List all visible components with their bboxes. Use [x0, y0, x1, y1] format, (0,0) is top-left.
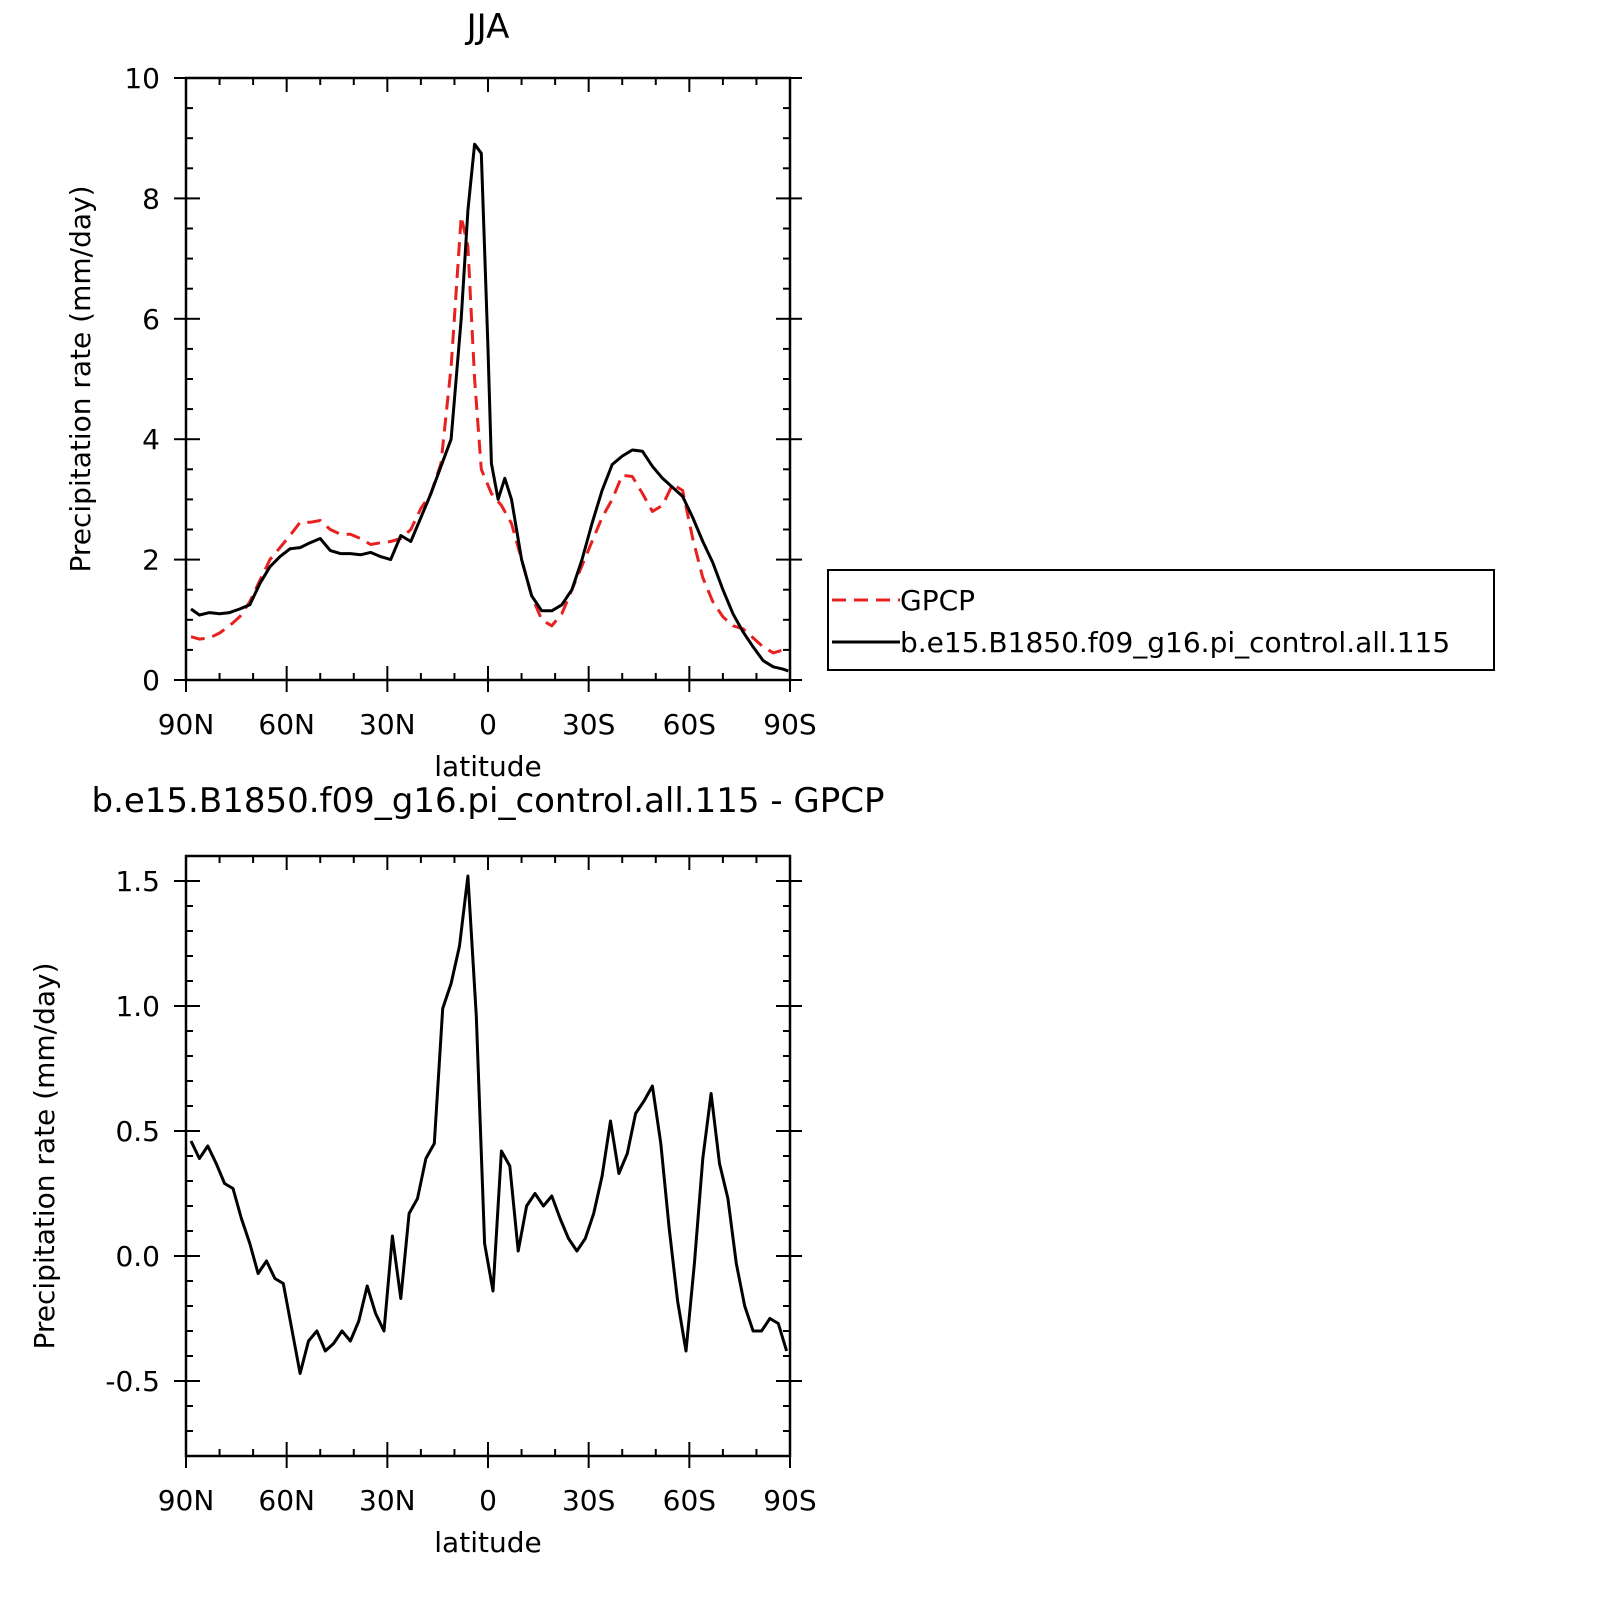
y-tick-label: 6 [142, 303, 160, 336]
panel-bottom-y-axis-label: Precipitation rate (mm/day) [28, 962, 61, 1349]
panel-bottom-ticks [174, 855, 802, 1468]
legend: GPCP b.e15.B1850.f09_g16.pi_control.all.… [827, 569, 1495, 671]
y-tick-label: 1.5 [115, 865, 160, 898]
panel-top-x-tick-labels: 90N 60N 30N 0 30S 60S 90S [158, 708, 817, 741]
panel-top-y-axis-label: Precipitation rate (mm/day) [64, 185, 97, 572]
x-tick-label: 60S [663, 708, 716, 741]
x-tick-label: 60N [258, 1484, 315, 1517]
y-tick-label: 0 [142, 664, 160, 697]
y-tick-label: 4 [142, 423, 160, 456]
panel-bottom-y-tick-labels: -0.5 0.0 0.5 1.0 1.5 [105, 865, 160, 1398]
series-line-1 [190, 142, 789, 673]
panel-bottom-title: b.e15.B1850.f09_g16.pi_control.all.115 -… [91, 781, 884, 821]
x-tick-label: 0 [479, 708, 497, 741]
y-tick-label: 8 [142, 182, 160, 215]
series-line-0 [190, 215, 790, 655]
x-tick-label: 60N [258, 708, 315, 741]
panel-top-y-tick-labels: 0 2 4 6 8 10 [124, 62, 160, 697]
y-tick-label: 10 [124, 62, 160, 95]
legend-label-model: b.e15.B1850.f09_g16.pi_control.all.115 [900, 626, 1450, 659]
series-line-0 [189, 874, 789, 1375]
x-tick-label: 90N [158, 1484, 215, 1517]
legend-box [827, 569, 1495, 671]
panel-bottom-frame [184, 854, 792, 1458]
panel-top-title: JJA [465, 7, 510, 47]
x-tick-label: 0 [479, 1484, 497, 1517]
panel-top-x-axis-label: latitude [434, 750, 541, 783]
panel-bottom-x-axis-label: latitude [434, 1526, 541, 1559]
x-tick-label: 30S [562, 708, 615, 741]
x-tick-label: 90N [158, 708, 215, 741]
x-tick-label: 90S [763, 708, 816, 741]
x-tick-label: 30N [359, 1484, 416, 1517]
y-tick-label: 0.5 [115, 1115, 160, 1148]
y-tick-label: -0.5 [105, 1365, 160, 1398]
y-tick-label: 1.0 [115, 990, 160, 1023]
x-tick-label: 60S [663, 1484, 716, 1517]
panel-bottom-series [189, 874, 789, 1375]
x-tick-label: 30S [562, 1484, 615, 1517]
legend-label-gpcp: GPCP [900, 584, 975, 617]
panel-top-ticks [174, 77, 802, 692]
y-tick-label: 0.0 [115, 1240, 160, 1273]
y-tick-label: 2 [142, 544, 160, 577]
panel-bottom-x-tick-labels: 90N 60N 30N 0 30S 60S 90S [158, 1484, 817, 1517]
x-tick-label: 90S [763, 1484, 816, 1517]
panel-top: JJA 90N 60N 30N 0 30S 60S 90S 0 2 4 6 8 10 latitude… [64, 7, 1495, 783]
panel-bottom: b.e15.B1850.f09_g16.pi_control.all.115 -… [28, 781, 885, 1559]
panel-top-series [190, 142, 790, 673]
x-tick-label: 30N [359, 708, 416, 741]
